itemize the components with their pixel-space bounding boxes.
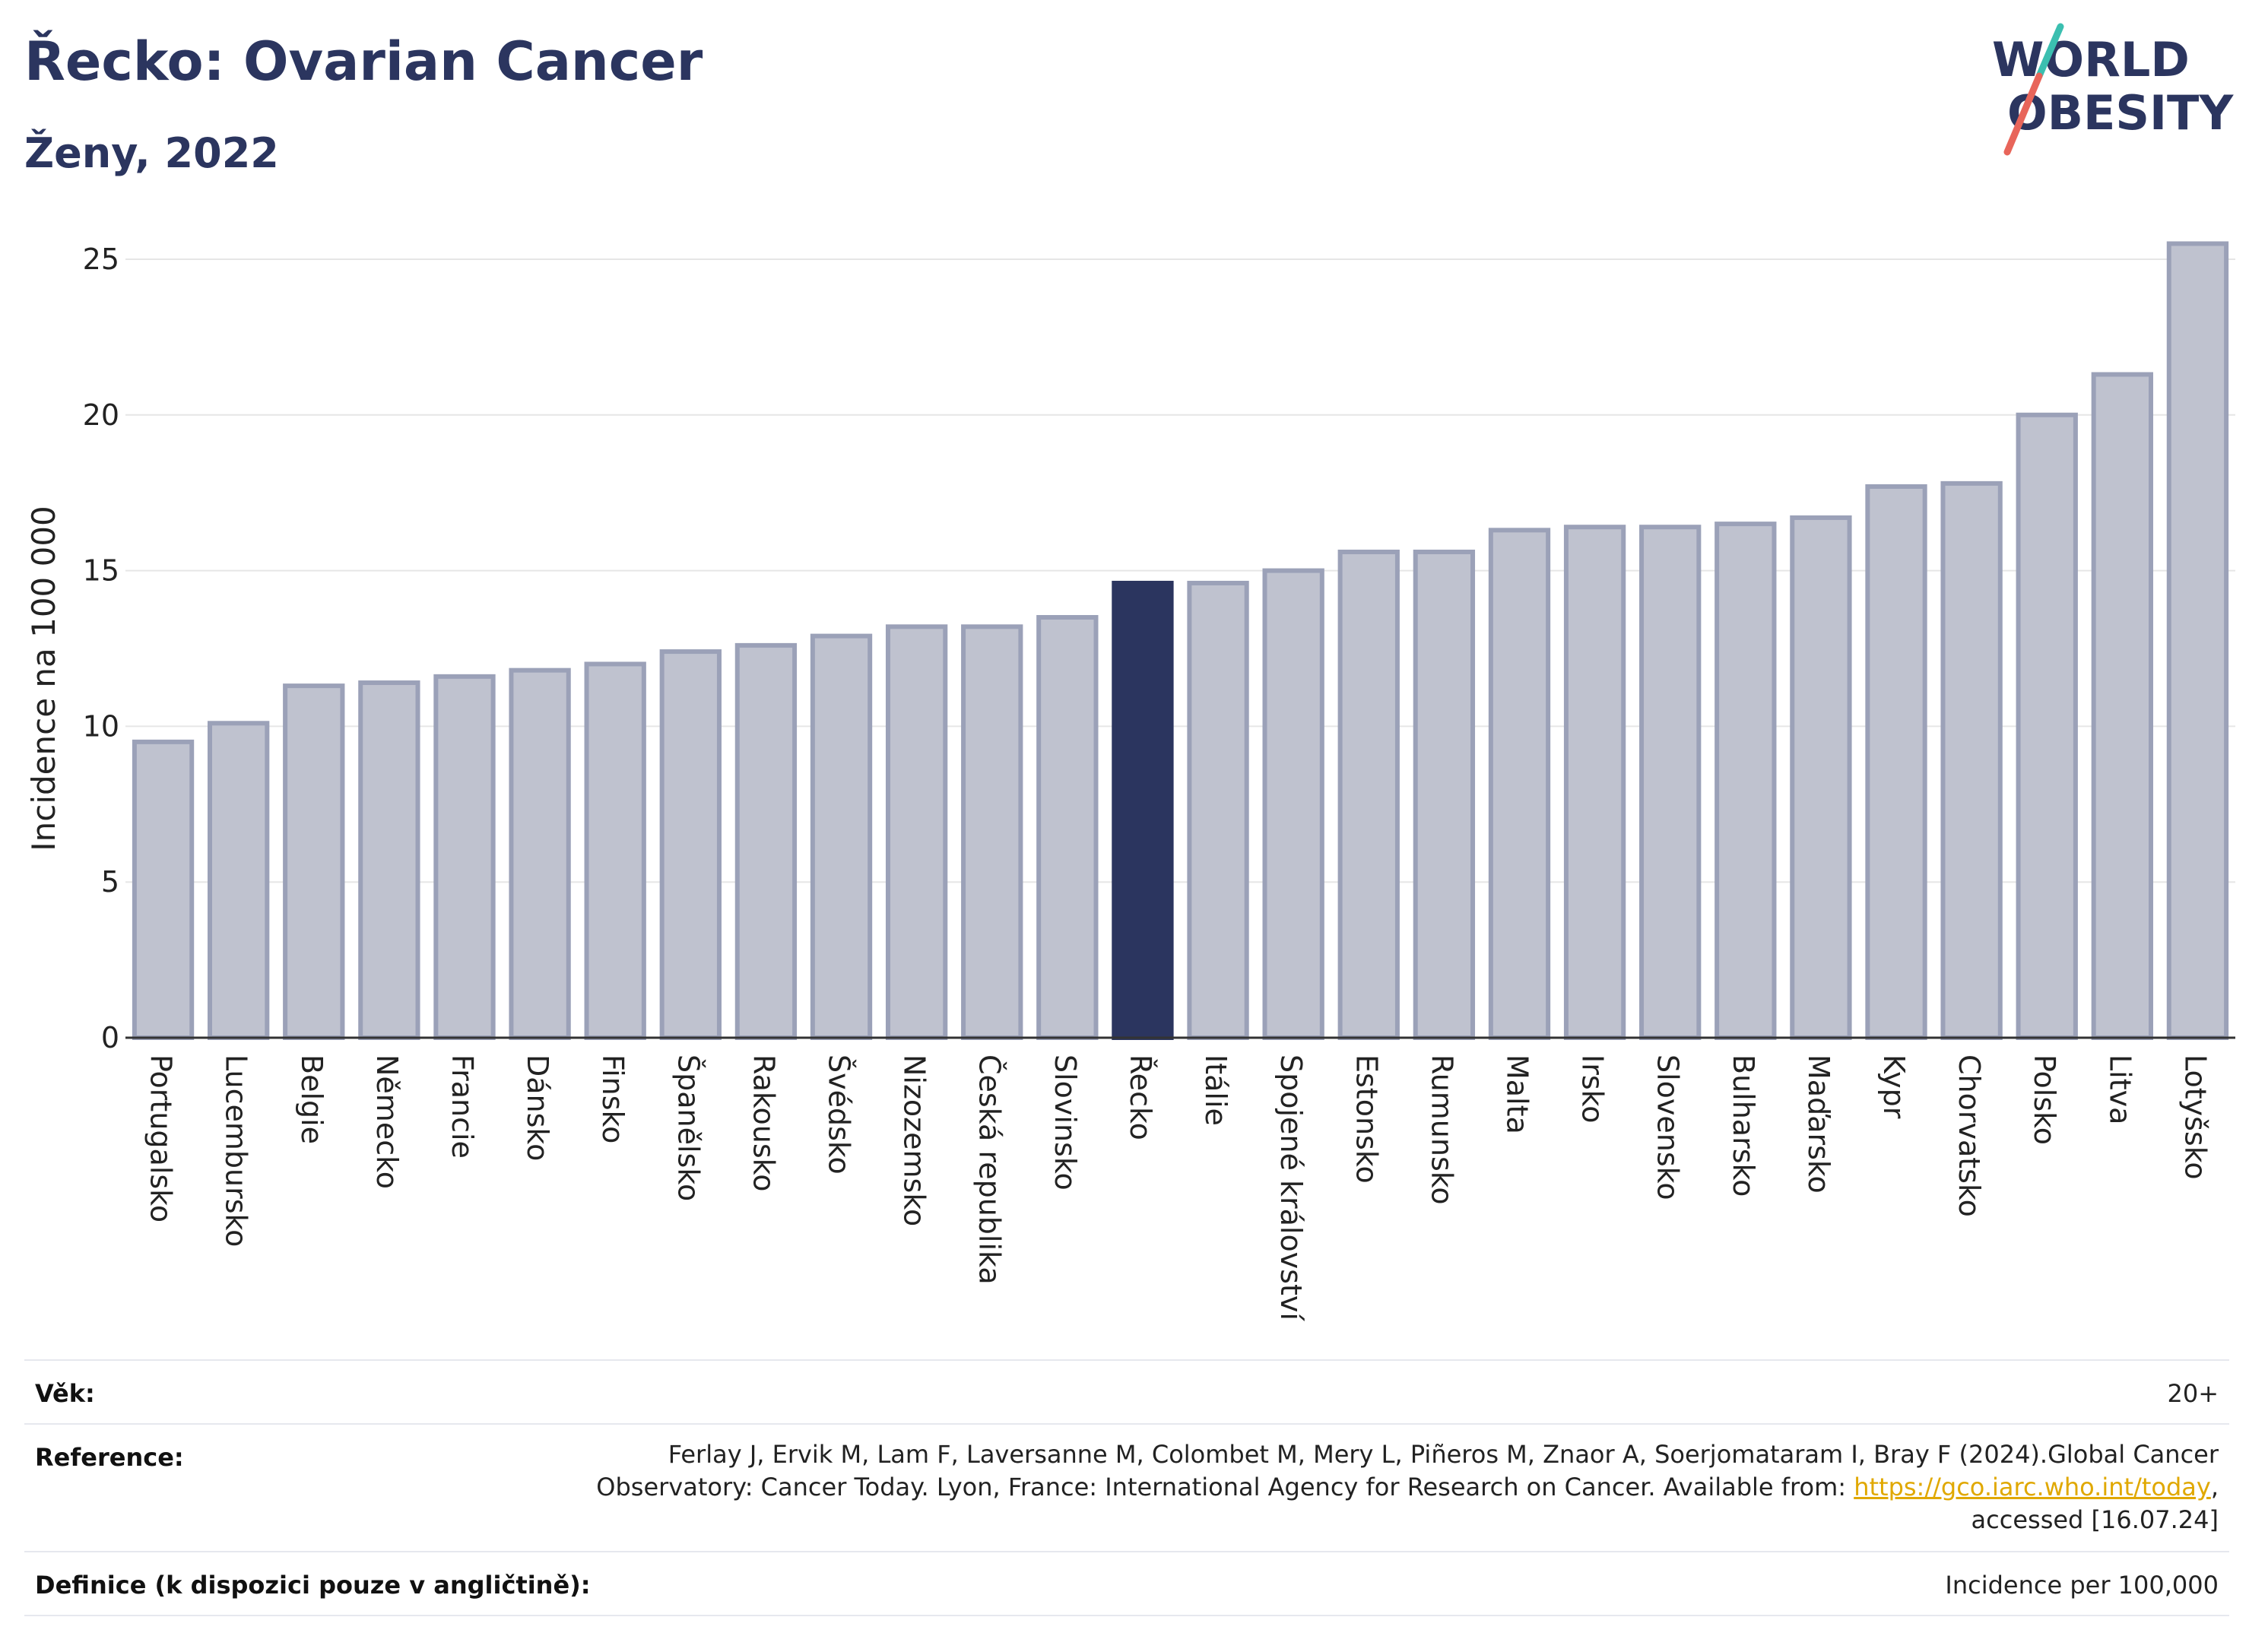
y-tick-label: 15 <box>83 554 119 588</box>
x-tick-label: Kypr <box>1877 1054 1911 1119</box>
bar <box>1563 525 1626 1040</box>
bar <box>2016 412 2078 1040</box>
info-row-end <box>24 1615 2229 1616</box>
age-label: Věk: <box>35 1379 95 1408</box>
x-tick-label: Německo <box>370 1054 404 1189</box>
x-tick-label: Chorvatsko <box>1952 1054 1986 1217</box>
reference-value: Ferlay J, Ervik M, Lam F, Laversanne M, … <box>596 1438 2219 1536</box>
reference-line-2-suffix: , <box>2210 1473 2219 1501</box>
bar <box>584 661 646 1040</box>
bar <box>1413 550 1476 1040</box>
x-tick-label: Polsko <box>2028 1054 2061 1145</box>
x-tick-label: Portugalsko <box>144 1054 178 1222</box>
x-tick-label: Finsko <box>596 1054 630 1143</box>
x-tick-label: Bulharsko <box>1727 1054 1760 1197</box>
x-tick-label: Belgie <box>295 1054 328 1144</box>
logo-line-2: OBESITY <box>2007 85 2234 141</box>
bar <box>132 739 195 1040</box>
bar <box>358 680 420 1040</box>
bar <box>1715 522 1777 1040</box>
bar <box>659 649 722 1040</box>
x-tick-label: Maďarsko <box>1802 1054 1835 1194</box>
reference-line-3: accessed [16.07.24] <box>1971 1505 2219 1534</box>
x-tick-label: Řecko <box>1124 1054 1157 1140</box>
y-tick-label: 10 <box>83 709 119 743</box>
x-tick-label: Nizozemsko <box>898 1054 931 1226</box>
x-tick-label: Dánsko <box>521 1054 554 1161</box>
x-tick-label: Švédsko <box>823 1054 856 1175</box>
logo-slash-top <box>2035 23 2064 80</box>
bar <box>1639 525 1702 1040</box>
bar <box>1940 480 2003 1040</box>
bar <box>810 633 873 1040</box>
x-tick-label: Francie <box>446 1054 479 1159</box>
y-tick-label: 5 <box>101 865 119 899</box>
reference-link[interactable]: https://gco.iarc.who.int/today <box>1854 1473 2211 1501</box>
page-subtitle: Ženy, 2022 <box>24 129 279 177</box>
bar <box>1488 528 1551 1040</box>
info-row-reference: Reference: Ferlay J, Ervik M, Lam F, Lav… <box>24 1423 2229 1552</box>
x-tick-label: Španělsko <box>671 1054 705 1201</box>
world-obesity-logo: WORLD OBESITY <box>1992 23 2234 156</box>
bar <box>283 683 345 1041</box>
bar <box>885 624 948 1040</box>
bar <box>1187 580 1249 1040</box>
page-title: Řecko: Ovarian Cancer <box>24 30 703 93</box>
x-tick-label: Slovensko <box>1651 1054 1685 1200</box>
reference-line-1: Ferlay J, Ervik M, Lam F, Laversanne M, … <box>668 1440 2219 1469</box>
bar <box>1262 568 1324 1040</box>
x-tick-label: Česká republika <box>973 1054 1007 1285</box>
age-value: 20+ <box>2167 1379 2219 1408</box>
bar <box>2091 372 2153 1040</box>
bar <box>2166 241 2229 1041</box>
bar <box>208 721 270 1040</box>
bar <box>1790 515 1852 1040</box>
reference-line-2-prefix: Observatory: Cancer Today. Lyon, France:… <box>596 1473 1854 1501</box>
info-row-definition: Definice (k dispozici pouze v angličtině… <box>24 1551 2229 1616</box>
bar <box>734 642 798 1040</box>
x-tick-label: Litva <box>2103 1054 2136 1124</box>
x-tick-label: Itálie <box>1199 1054 1232 1126</box>
y-tick-label: 20 <box>83 398 119 432</box>
x-tick-label: Estonsko <box>1350 1054 1383 1184</box>
bar <box>1036 615 1099 1040</box>
x-tick-label: Rumunsko <box>1425 1054 1458 1205</box>
logo-line-1: WORLD <box>1992 32 2190 87</box>
definition-label: Definice (k dispozici pouze v angličtině… <box>35 1571 591 1600</box>
bar <box>1112 580 1174 1040</box>
definition-value: Incidence per 100,000 <box>1945 1571 2219 1600</box>
x-tick-label: Slovinsko <box>1048 1054 1082 1191</box>
y-axis-label: Incidence na 100 000 <box>25 506 62 851</box>
bar <box>961 624 1023 1040</box>
bar <box>1337 550 1400 1040</box>
logo-slash-bottom <box>2003 72 2043 156</box>
x-tick-label: Malta <box>1500 1054 1534 1134</box>
bar <box>1865 484 1927 1040</box>
x-tick-label: Lucembursko <box>220 1054 253 1247</box>
reference-line-2: Observatory: Cancer Today. Lyon, France:… <box>596 1471 2219 1504</box>
reference-label: Reference: <box>35 1443 184 1472</box>
x-tick-label: Rakousko <box>747 1054 780 1192</box>
bar-chart: 0 5 10 15 20 25 Incidence na 100 000 Portugalsk… <box>25 241 2235 1321</box>
x-tick-label: Spojené království <box>1274 1054 1308 1321</box>
y-tick-label: 25 <box>83 243 119 276</box>
y-tick-label: 0 <box>101 1021 119 1054</box>
bar <box>433 674 496 1040</box>
bar <box>509 667 571 1041</box>
info-row-age: Věk: 20+ <box>24 1359 2229 1425</box>
x-tick-label: Lotyšsko <box>2178 1054 2212 1180</box>
x-tick-label: Irsko <box>1576 1054 1610 1124</box>
